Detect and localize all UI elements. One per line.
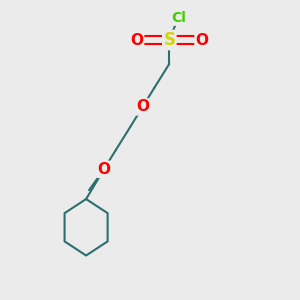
Text: S: S — [163, 31, 175, 49]
Text: O: O — [98, 162, 110, 177]
Text: Cl: Cl — [171, 11, 186, 25]
Text: O: O — [130, 32, 143, 47]
Text: O: O — [196, 32, 208, 47]
Text: O: O — [136, 99, 149, 114]
